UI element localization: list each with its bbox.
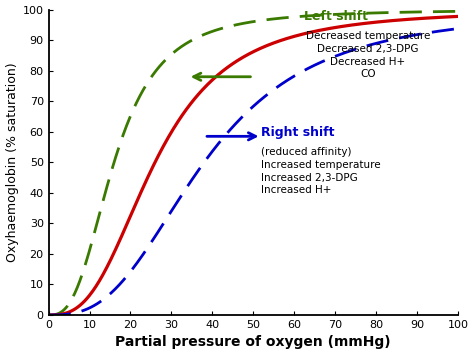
Text: Decreased temperature
Decreased 2,3-DPG
Decreased H+
CO: Decreased temperature Decreased 2,3-DPG …: [306, 31, 430, 79]
X-axis label: Partial pressure of oxygen (mmHg): Partial pressure of oxygen (mmHg): [116, 335, 391, 349]
Text: (reduced affinity)
Increased temperature
Increased 2,3-DPG
Increased H+: (reduced affinity) Increased temperature…: [262, 147, 381, 195]
Text: Right shift: Right shift: [262, 126, 335, 139]
Text: Left shift: Left shift: [304, 10, 368, 23]
Y-axis label: Oxyhaemoglobin (% saturation): Oxyhaemoglobin (% saturation): [6, 62, 18, 262]
